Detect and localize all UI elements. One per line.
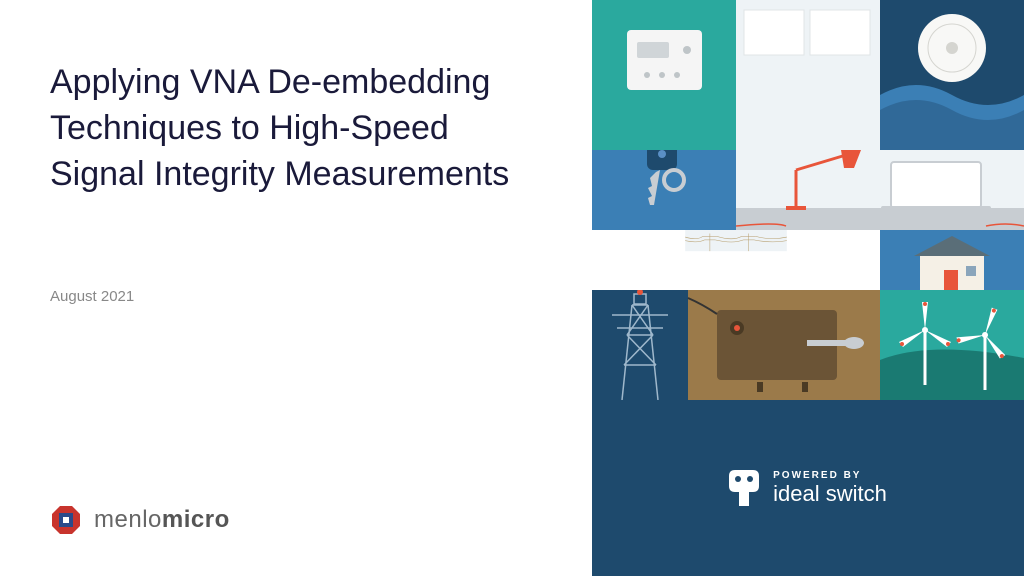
tile-house-wind [880, 230, 1024, 400]
tile-powerlines [592, 230, 880, 400]
logo-text: menlomicro [94, 506, 230, 534]
tile-thermostat [592, 0, 736, 150]
slide-date: August 2021 [50, 288, 552, 305]
powered-brand: ideal switch [773, 481, 887, 506]
tile-grid [592, 0, 1024, 400]
illustration-panel: POWERED BY ideal switch [592, 0, 1024, 576]
logo-icon [50, 504, 82, 536]
presentation-slide: Applying VNA De-embedding Techniques to … [0, 0, 1024, 576]
slide-title: Applying VNA De-embedding Techniques to … [50, 60, 552, 198]
tile-smoke-detector [880, 0, 1024, 150]
company-logo: menlomicro [50, 504, 552, 536]
tile-desk [736, 150, 1024, 230]
powered-by-logo: POWERED BY ideal switch [729, 470, 887, 507]
tile-keys [592, 150, 736, 230]
logo-word-micro: micro [162, 506, 230, 533]
powered-label: POWERED BY [773, 470, 887, 482]
tile-panel [736, 0, 880, 150]
content-panel: Applying VNA De-embedding Techniques to … [0, 0, 592, 576]
idealswitch-icon [729, 470, 759, 506]
footer-bar: POWERED BY ideal switch [592, 400, 1024, 576]
logo-word-menlo: menlo [94, 506, 162, 533]
powered-text: POWERED BY ideal switch [773, 470, 887, 507]
